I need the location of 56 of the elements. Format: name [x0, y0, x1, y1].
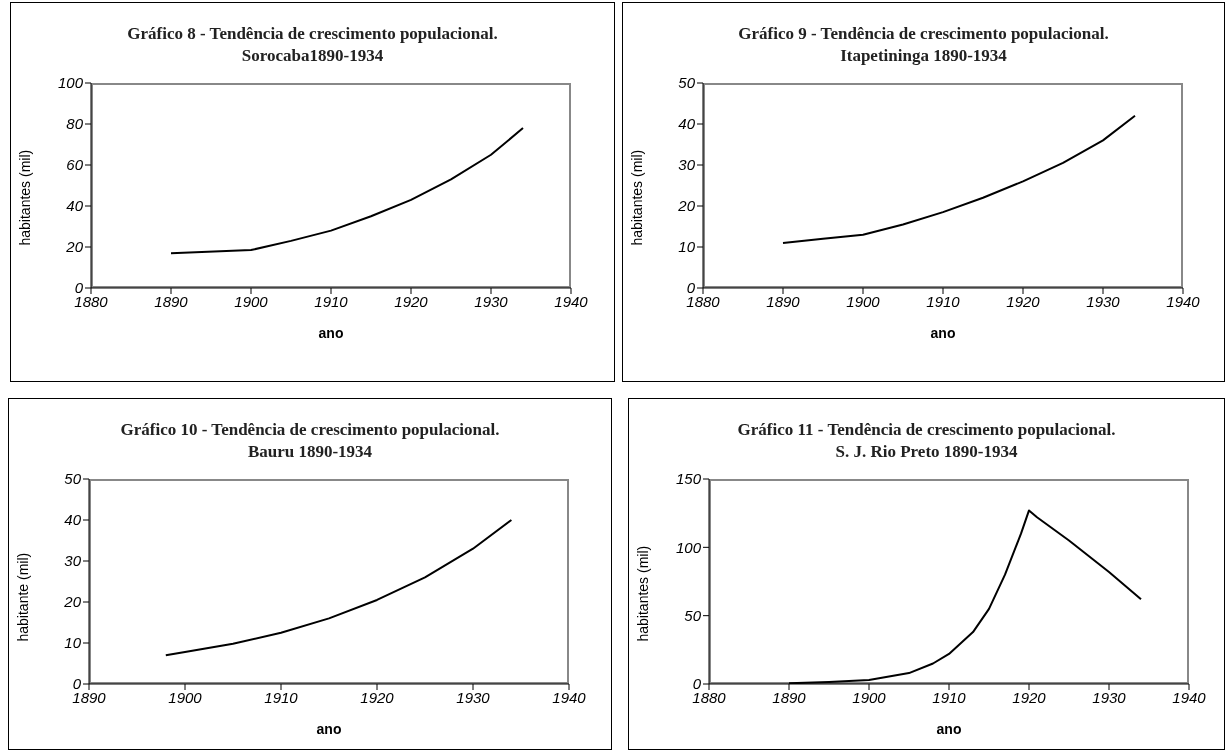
y-tick-label: 150 — [675, 470, 702, 488]
y-tick-label: 20 — [677, 197, 696, 215]
x-tick-label: 1890 — [766, 292, 801, 310]
x-tick-label: 1920 — [1012, 688, 1047, 706]
y-tick-label: 60 — [66, 156, 84, 174]
y-tick-label: 10 — [678, 238, 696, 256]
x-axis-title: ano — [930, 325, 956, 341]
line-series — [164, 519, 513, 657]
line-series — [170, 127, 524, 255]
x-axis-title: ano — [936, 721, 962, 737]
x-tick-label: 1930 — [1092, 688, 1127, 706]
y-tick-label: 20 — [63, 593, 82, 611]
x-axis-title: ano — [318, 325, 344, 341]
y-axis-title: habitantes (mil) — [628, 149, 645, 246]
x-axis-title: ano — [316, 721, 342, 737]
x-tick-label: 1890 — [772, 688, 807, 706]
y-tick-label: 100 — [57, 74, 84, 92]
y-tick-label: 40 — [678, 115, 696, 133]
chart-title: Gráfico 9 - Tendência de crescimento populacional. Itapetininga 1890-1934 — [737, 23, 1110, 67]
x-tick-label: 1920 — [360, 688, 395, 706]
x-tick-label: 1900 — [846, 292, 881, 310]
y-tick-label: 50 — [64, 470, 82, 488]
y-tick-label: 30 — [678, 156, 696, 174]
y-tick-label: 100 — [675, 538, 702, 556]
x-tick-label: 1940 — [1172, 688, 1207, 706]
y-tick-label: 30 — [64, 552, 82, 570]
x-tick-label: 1940 — [1166, 292, 1201, 310]
x-tick-label: 1920 — [394, 292, 429, 310]
x-tick-label: 1890 — [154, 292, 189, 310]
x-tick-label: 1920 — [1006, 292, 1041, 310]
y-tick-label: 20 — [65, 238, 84, 256]
x-tick-label: 1930 — [1086, 292, 1121, 310]
x-tick-label: 1910 — [264, 688, 299, 706]
x-tick-label: 1940 — [554, 292, 589, 310]
x-tick-label: 1900 — [852, 688, 887, 706]
x-tick-label: 1900 — [234, 292, 269, 310]
y-axis-title: habitante (mil) — [14, 552, 31, 642]
y-tick-label: 10 — [64, 634, 82, 652]
chart-title: Gráfico 11 - Tendência de crescimento populacional. S. J. Rio Preto 1890-1934 — [736, 419, 1117, 463]
y-axis-title: habitantes (mil) — [16, 149, 33, 246]
x-tick-label: 1930 — [456, 688, 491, 706]
y-tick-label: 80 — [66, 115, 84, 133]
x-tick-label: 1910 — [932, 688, 967, 706]
x-tick-label: 1910 — [926, 292, 961, 310]
y-tick-label: 40 — [66, 197, 84, 215]
chart-title: Gráfico 10 - Tendência de crescimento populacional. Bauru 1890-1934 — [120, 419, 500, 463]
y-tick-label: 40 — [64, 511, 82, 529]
chart-title: Gráfico 8 - Tendência de crescimento populacional. Sorocaba1890-1934 — [126, 23, 499, 67]
x-tick-label: 1940 — [552, 688, 587, 706]
x-tick-label: 1900 — [168, 688, 203, 706]
y-tick-label: 50 — [678, 74, 696, 92]
x-tick-label: 1930 — [474, 292, 509, 310]
y-axis-title: habitantes (mil) — [634, 545, 651, 642]
line-series — [782, 114, 1136, 244]
x-tick-label: 1910 — [314, 292, 349, 310]
y-tick-label: 50 — [684, 606, 702, 624]
